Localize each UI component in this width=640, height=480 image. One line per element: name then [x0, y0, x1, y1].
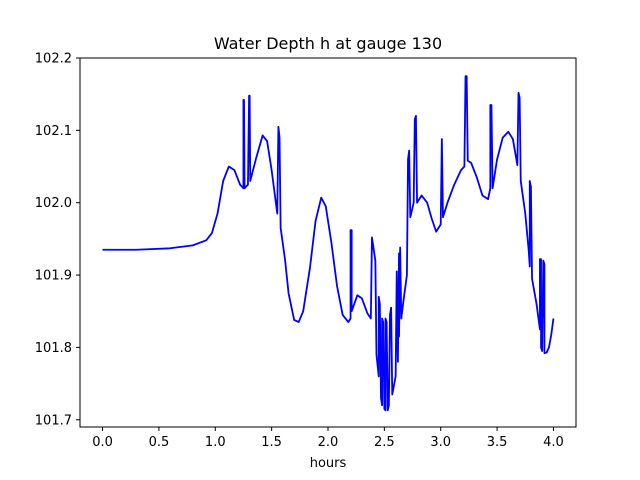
y-tick-label: 102.0 — [35, 196, 72, 211]
y-tick-label: 102.1 — [35, 124, 72, 139]
chart-title: Water Depth h at gauge 130 — [214, 34, 442, 53]
plot-area-frame — [79, 57, 577, 428]
y-tick-label: 101.8 — [35, 341, 72, 356]
x-tick-label: 2.5 — [374, 435, 395, 450]
x-tick-label: 2.0 — [318, 435, 339, 450]
series-line-0 — [102, 75, 555, 412]
x-tick-label: 1.5 — [261, 435, 282, 450]
x-axis: 0.0 0.5 1.0 1.5 2.0 2.5 3.0 3.5 4.0 — [92, 427, 564, 450]
x-tick-label: 0.5 — [149, 435, 170, 450]
x-axis-label: hours — [310, 456, 347, 471]
x-tick-label: 1.0 — [205, 435, 226, 450]
y-tick-label: 101.9 — [35, 269, 72, 284]
y-tick-label: 102.2 — [35, 52, 72, 67]
x-tick-label: 3.5 — [487, 435, 508, 450]
x-tick-label: 4.0 — [543, 435, 564, 450]
x-tick-label: 0.0 — [92, 435, 113, 450]
x-tick-label: 3.0 — [430, 435, 451, 450]
y-axis: 101.7 101.8 101.9 102.0 102.1 102.2 — [35, 52, 80, 428]
y-tick-label: 101.7 — [35, 413, 72, 428]
